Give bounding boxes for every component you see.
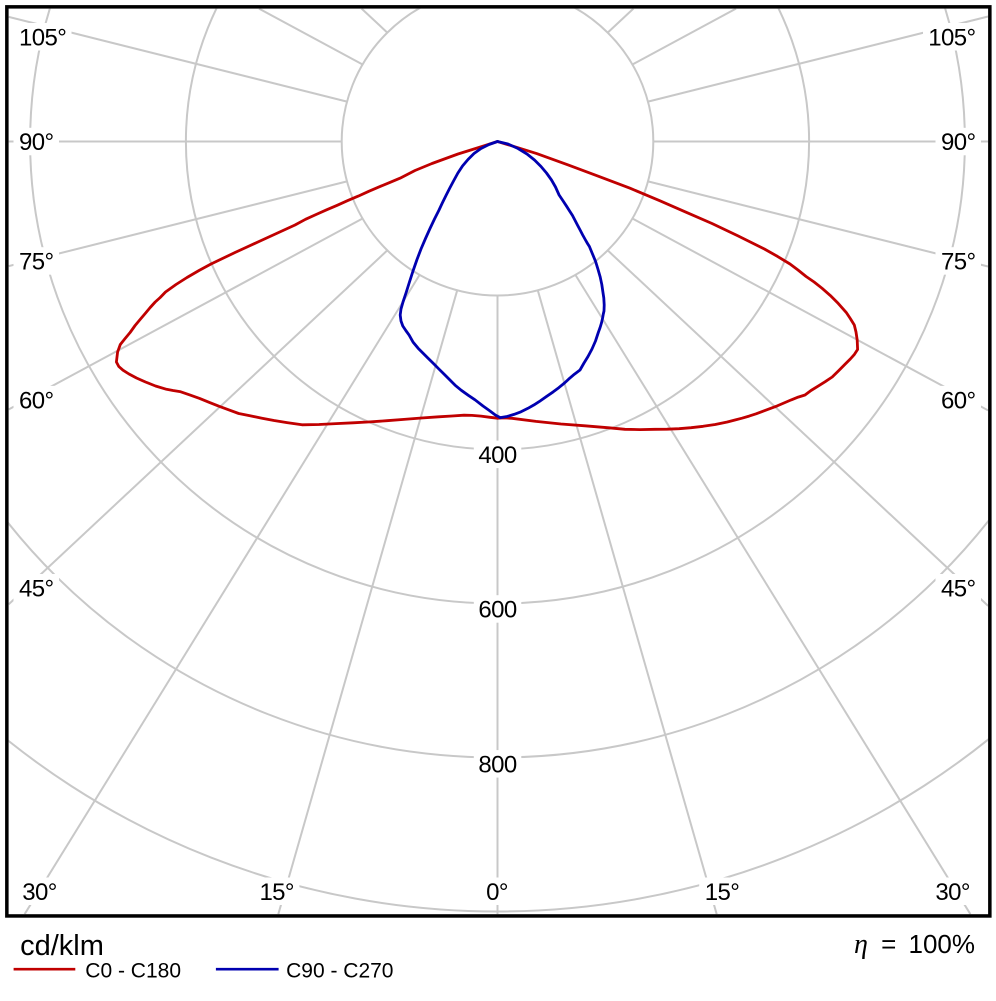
svg-text:15°: 15° bbox=[705, 879, 740, 906]
svg-text:105°: 105° bbox=[928, 25, 975, 52]
svg-text:400: 400 bbox=[478, 442, 516, 469]
svg-text:30°: 30° bbox=[935, 879, 970, 906]
svg-text:90°: 90° bbox=[19, 129, 54, 156]
svg-text:75°: 75° bbox=[19, 249, 54, 276]
svg-text:45°: 45° bbox=[19, 575, 54, 602]
svg-text:45°: 45° bbox=[941, 575, 976, 602]
svg-text:800: 800 bbox=[478, 752, 516, 779]
svg-text:C90 - C270: C90 - C270 bbox=[286, 960, 393, 983]
svg-text:75°: 75° bbox=[941, 249, 976, 276]
svg-text:105°: 105° bbox=[19, 25, 66, 52]
svg-text:15°: 15° bbox=[259, 879, 294, 906]
svg-text:30°: 30° bbox=[22, 879, 57, 906]
svg-text:60°: 60° bbox=[19, 387, 54, 414]
svg-text:cd/klm: cd/klm bbox=[20, 930, 104, 962]
svg-text:600: 600 bbox=[478, 597, 516, 624]
svg-text:60°: 60° bbox=[941, 387, 976, 414]
svg-text:C0 - C180: C0 - C180 bbox=[85, 960, 181, 983]
svg-text:90°: 90° bbox=[941, 129, 976, 156]
svg-text:η = 100%: η = 100% bbox=[854, 929, 975, 960]
svg-text:0°: 0° bbox=[486, 879, 508, 906]
